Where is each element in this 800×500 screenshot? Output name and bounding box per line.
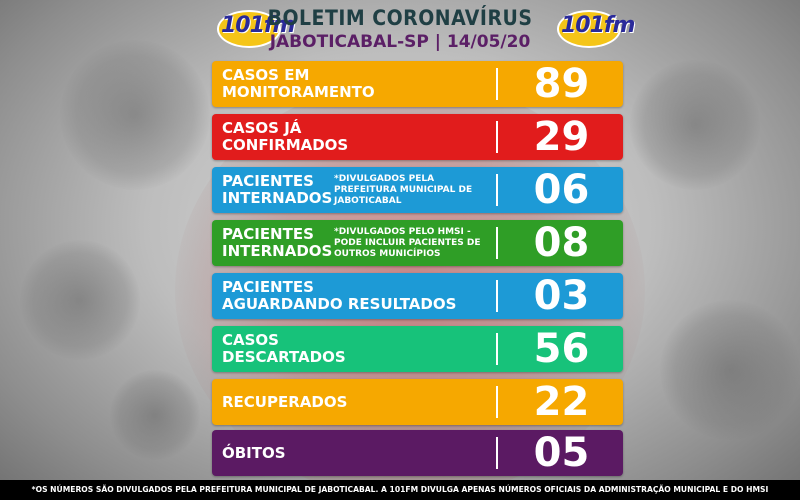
stat-value: 05 [533, 430, 590, 476]
stat-label: CASOS EM MONITORAMENTO [222, 66, 375, 101]
stat-label: PACIENTES AGUARDANDO RESULTADOS [222, 278, 457, 313]
divider [496, 437, 498, 469]
divider [496, 280, 498, 312]
stat-note: *DIVULGADOS PELA PREFEITURA MUNICIPAL DE… [334, 173, 473, 206]
divider [496, 227, 498, 259]
stat-row-awaiting-results: PACIENTES AGUARDANDO RESULTADOS 03 [212, 273, 623, 319]
divider [496, 174, 498, 206]
divider [496, 121, 498, 153]
stat-row-hospitalized-hmsi: PACIENTES INTERNADOS *DIVULGADOS PELO HMS… [212, 220, 623, 266]
stat-label: PACIENTES INTERNADOS [222, 225, 333, 260]
divider [496, 386, 498, 418]
radio-logo: 101fm [215, 8, 295, 48]
stat-row-monitoring: CASOS EM MONITORAMENTO 89 [212, 61, 623, 107]
stat-value: 56 [533, 326, 590, 372]
stat-value: 22 [533, 379, 590, 425]
divider [496, 333, 498, 365]
stat-note: *DIVULGADOS PELO HMSI - PODE INCLUIR PAC… [334, 226, 481, 259]
stat-value: 03 [533, 273, 590, 319]
stat-label: PACIENTES INTERNADOS [222, 172, 333, 207]
background-virus-particle [660, 300, 800, 440]
background-virus-particle [20, 240, 140, 360]
stat-value: 29 [533, 114, 590, 160]
bulletin-subtitle: JABOTICABAL-SP | 14/05/20 [269, 32, 531, 52]
radio-logo: 101fm [555, 8, 635, 48]
header: 101fm BOLETIM CORONAVÍRUS JABOTICABAL-SP… [0, 0, 800, 58]
stat-row-deaths: ÓBITOS 05 [212, 430, 623, 476]
stat-value: 08 [533, 220, 590, 266]
stat-label: ÓBITOS [222, 443, 286, 462]
stat-row-confirmed: CASOS JÁ CONFIRMADOS 29 [212, 114, 623, 160]
stat-value: 89 [533, 61, 590, 107]
background-virus-particle [60, 40, 210, 190]
background-virus-particle [110, 370, 200, 460]
stat-row-recovered: RECUPERADOS 22 [212, 379, 623, 425]
stat-label: CASOS DESCARTADOS [222, 331, 346, 366]
background-virus-particle [630, 60, 760, 190]
stat-row-discarded: CASOS DESCARTADOS 56 [212, 326, 623, 372]
bulletin-title: BOLETIM CORONAVÍRUS [267, 6, 533, 30]
divider [496, 68, 498, 100]
stat-label: CASOS JÁ CONFIRMADOS [222, 119, 349, 154]
stat-label: RECUPERADOS [222, 392, 348, 411]
stat-row-hospitalized-prefeitura: PACIENTES INTERNADOS *DIVULGADOS PELA PRE… [212, 167, 623, 213]
stat-value: 06 [533, 167, 590, 213]
footer-disclaimer: *OS NÚMEROS SÃO DIVULGADOS PELA PREFEITU… [0, 480, 800, 500]
